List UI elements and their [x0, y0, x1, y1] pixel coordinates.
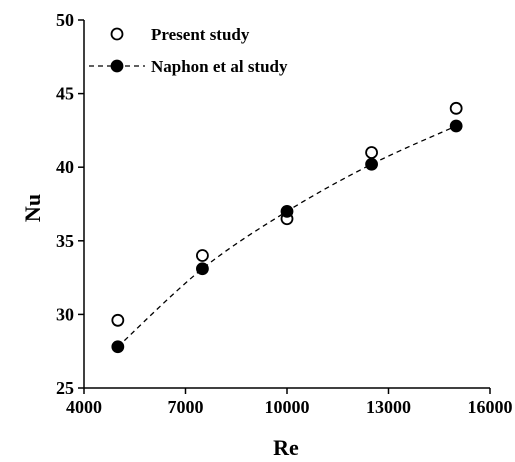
y-tick-label: 35 [56, 231, 74, 251]
naphon-data-point [280, 204, 294, 218]
y-tick-label: 45 [56, 84, 74, 104]
present-data-point [365, 146, 378, 159]
y-tick-label: 25 [56, 378, 74, 398]
y-tick-label: 40 [56, 157, 74, 177]
legend: Present study Naphon et al study [89, 25, 288, 76]
x-tick-label: 4000 [66, 397, 102, 417]
present-data-point [196, 249, 209, 262]
y-tick-label: 30 [56, 304, 74, 324]
naphon-trend-line [117, 125, 457, 348]
legend-label-naphon: Naphon et al study [151, 57, 288, 76]
x-tick-label: 13000 [366, 397, 411, 417]
x-axis-title: Re [273, 435, 299, 460]
naphon-data-point [111, 340, 125, 354]
naphon-data-point [449, 119, 463, 133]
x-tick-label: 7000 [168, 397, 204, 417]
x-tick-label: 10000 [265, 397, 310, 417]
legend-marker-present [110, 27, 124, 41]
present-data-point [111, 313, 125, 327]
series [111, 101, 463, 354]
legend-marker-naphon [110, 59, 124, 73]
legend-label-present: Present study [151, 25, 250, 44]
x-tick-label: 16000 [468, 397, 513, 417]
y-axis-title: Nu [20, 194, 45, 222]
naphon-data-point [196, 262, 209, 276]
y-tick-label: 50 [56, 10, 74, 30]
present-data-point [449, 101, 463, 115]
ticks: 25 30 35 40 45 50 4000 7000 10000 13000 16000 [56, 10, 513, 417]
naphon-data-point [365, 157, 378, 171]
